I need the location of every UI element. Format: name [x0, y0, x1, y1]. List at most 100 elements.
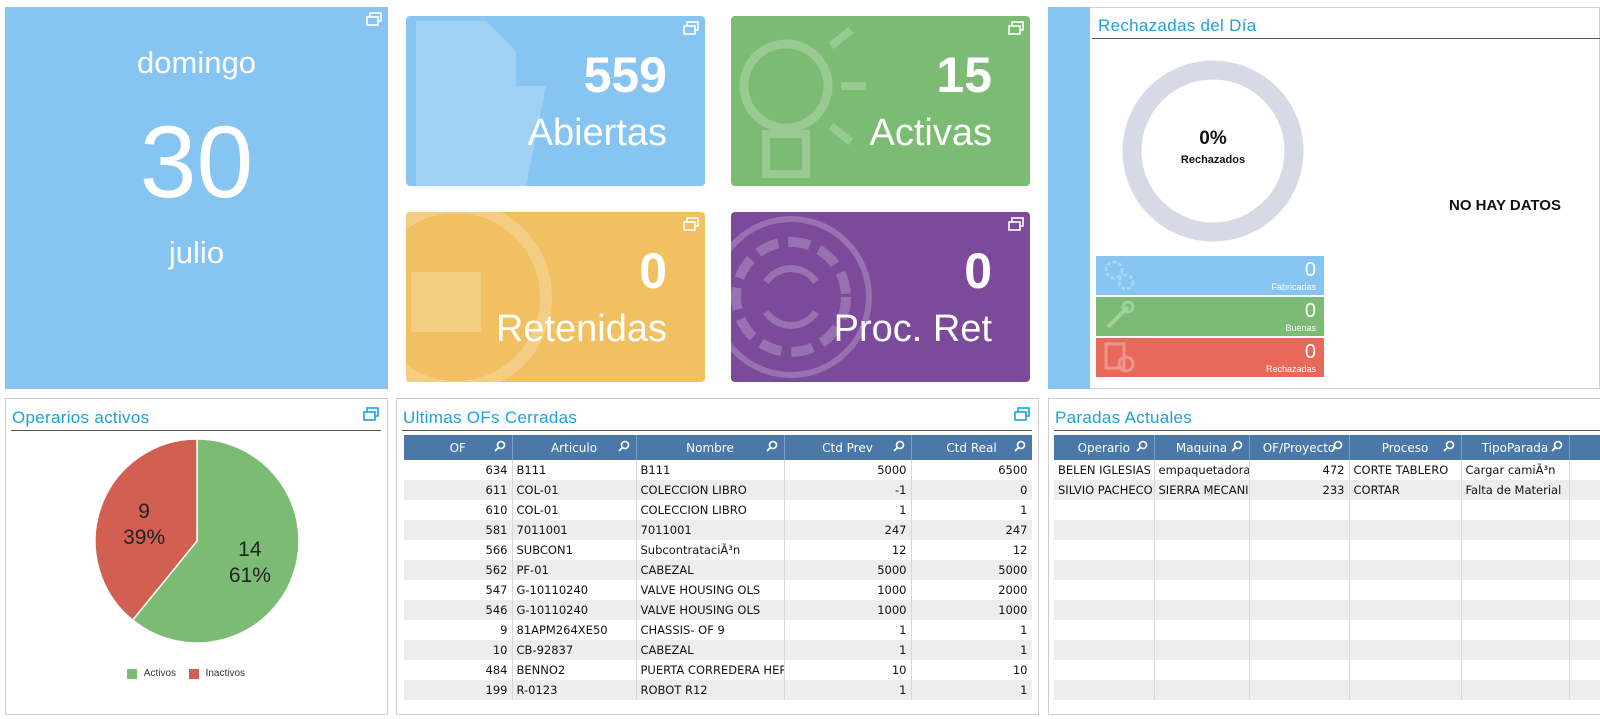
- paradas-table-container[interactable]: Operario Maquina OF/Proyecto Proceso TipoPar…: [1054, 435, 1600, 711]
- table-row[interactable]: [1054, 600, 1600, 620]
- table-cell: Cargar camiÃ³n: [1461, 460, 1570, 480]
- table-cell: 1: [911, 640, 1032, 660]
- column-header[interactable]: OF: [404, 435, 513, 460]
- rechazadas-label: Rechazadas: [1265, 364, 1316, 374]
- table-cell: SubcontrataciÃ³n: [636, 540, 785, 560]
- expand-icon[interactable]: [1008, 21, 1024, 35]
- tile-proc-ret[interactable]: 0 Proc. Ret: [731, 212, 1030, 382]
- table-row[interactable]: [1054, 680, 1600, 700]
- column-header-label: Ctd Real: [946, 440, 997, 455]
- table-cell: 5000: [784, 560, 912, 580]
- expand-icon[interactable]: [366, 12, 382, 26]
- filter-search-icon[interactable]: [1013, 440, 1026, 452]
- filter-search-icon[interactable]: [1135, 440, 1148, 452]
- reject-icon: [1104, 342, 1135, 373]
- rechazadas-strip: [1048, 7, 1090, 389]
- column-header[interactable]: Maquina: [1154, 435, 1250, 460]
- table-cell: CB-92837: [512, 640, 637, 660]
- table-cell: CORTAR: [1349, 480, 1462, 500]
- table-cell: 484: [404, 660, 513, 680]
- filter-search-icon[interactable]: [617, 440, 630, 452]
- rechazadas-box: 0 Rechazadas: [1096, 338, 1324, 377]
- table-cell: [1054, 640, 1155, 660]
- expand-icon[interactable]: [683, 21, 699, 35]
- expand-icon[interactable]: [683, 217, 699, 231]
- table-row[interactable]: [1054, 500, 1600, 520]
- column-header[interactable]: Operario: [1054, 435, 1155, 460]
- column-header[interactable]: TipoParada: [1461, 435, 1570, 460]
- table-row[interactable]: BELEN IGLESIAS empaquetadora 472 CORTE TABL…: [1054, 460, 1600, 480]
- operarios-title: Operarios activos: [12, 408, 150, 427]
- table-row[interactable]: 546 G-10110240 VALVE HOUSING OLS 1000 1000: [404, 600, 1032, 620]
- table-row[interactable]: 611 COL-01 COLECCION LIBRO -1 0: [404, 480, 1032, 500]
- expand-icon[interactable]: [1008, 217, 1024, 231]
- table-cell: 1: [911, 680, 1032, 700]
- column-header[interactable]: Ctd Real: [911, 435, 1032, 460]
- filter-search-icon[interactable]: [1230, 440, 1243, 452]
- table-cell: BELEN IGLESIAS: [1054, 460, 1155, 480]
- table-cell: [1249, 560, 1350, 580]
- pie-percent-label: 61%: [229, 564, 271, 587]
- month: julio: [168, 235, 225, 270]
- column-header[interactable]: Proceso: [1349, 435, 1462, 460]
- table-cell: [1569, 520, 1600, 540]
- table-row[interactable]: 610 COL-01 COLECCION LIBRO 1 1: [404, 500, 1032, 520]
- expand-icon[interactable]: [363, 407, 379, 421]
- filter-search-icon[interactable]: [493, 440, 506, 452]
- tile-activas[interactable]: 15 Activas: [731, 16, 1030, 186]
- table-row[interactable]: 484 BENNO2 PUERTA CORREDERA HER 10 10: [404, 660, 1032, 680]
- title-divider: [11, 430, 381, 431]
- table-cell: [1569, 560, 1600, 580]
- column-header[interactable]: Ctd Prev: [784, 435, 912, 460]
- table-row[interactable]: [1054, 580, 1600, 600]
- column-header[interactable]: OF/Proyecto: [1249, 435, 1350, 460]
- title-divider: [402, 430, 1032, 431]
- tile-abiertas[interactable]: 559 Abiertas: [406, 16, 705, 186]
- table-cell: SILVIO PACHECO: [1054, 480, 1155, 500]
- table-cell: 581: [404, 520, 513, 540]
- table-row[interactable]: 581 7011001 7011001 247 247: [404, 520, 1032, 540]
- pie-slice-inactivos[interactable]: [94, 438, 198, 622]
- filter-search-icon[interactable]: [892, 440, 905, 452]
- table-cell: [1349, 500, 1462, 520]
- paradas-table: Operario Maquina OF/Proyecto Proceso TipoPar…: [1054, 435, 1600, 700]
- table-cell: 0: [911, 480, 1032, 500]
- table-cell: PF-01: [512, 560, 637, 580]
- table-cell: 247: [911, 520, 1032, 540]
- table-row[interactable]: SILVIO PACHECO SIERRA MECANI 233 CORTAR Falt…: [1054, 480, 1600, 500]
- table-row[interactable]: 562 PF-01 CABEZAL 5000 5000: [404, 560, 1032, 580]
- table-row[interactable]: 634 B111 B111 5000 6500: [404, 460, 1032, 480]
- table-row[interactable]: [1054, 520, 1600, 540]
- table-row[interactable]: [1054, 560, 1600, 580]
- table-cell: [1569, 660, 1600, 680]
- column-header[interactable]: Articulo: [512, 435, 637, 460]
- table-cell: [1569, 480, 1600, 500]
- table-cell: 10: [911, 660, 1032, 680]
- filter-search-icon[interactable]: [1550, 440, 1563, 452]
- pie-slice-activos[interactable]: [131, 438, 300, 644]
- date-tile: domingo 30 julio: [5, 7, 388, 389]
- table-row[interactable]: 547 G-10110240 VALVE HOUSING OLS 1000 2000: [404, 580, 1032, 600]
- table-row[interactable]: [1054, 640, 1600, 660]
- tile-retenidas[interactable]: 0 Retenidas: [406, 212, 705, 382]
- expand-icon[interactable]: [1014, 407, 1030, 421]
- ofs-table-container[interactable]: OF Articulo Nombre Ctd Prev Ctd Real 634 B111…: [404, 435, 1032, 707]
- table-row[interactable]: [1054, 540, 1600, 560]
- filter-search-icon[interactable]: [765, 440, 778, 452]
- filter-search-icon[interactable]: [1330, 440, 1343, 452]
- table-row[interactable]: 566 SUBCON1 SubcontrataciÃ³n 12 12: [404, 540, 1032, 560]
- table-cell: [1054, 660, 1155, 680]
- table-cell: 233: [1249, 480, 1350, 500]
- filter-search-icon[interactable]: [1442, 440, 1455, 452]
- table-cell: [1154, 680, 1250, 700]
- table-row[interactable]: 199 R-0123 ROBOT R12 1 1: [404, 680, 1032, 700]
- table-cell: [1461, 520, 1570, 540]
- column-header[interactable]: Nombre: [636, 435, 785, 460]
- table-row[interactable]: [1054, 620, 1600, 640]
- table-row[interactable]: [1054, 660, 1600, 680]
- weekday: domingo: [137, 45, 256, 80]
- title-divider: [1092, 38, 1600, 39]
- table-row[interactable]: 10 CB-92837 CABEZAL 1 1: [404, 640, 1032, 660]
- table-cell: [1461, 620, 1570, 640]
